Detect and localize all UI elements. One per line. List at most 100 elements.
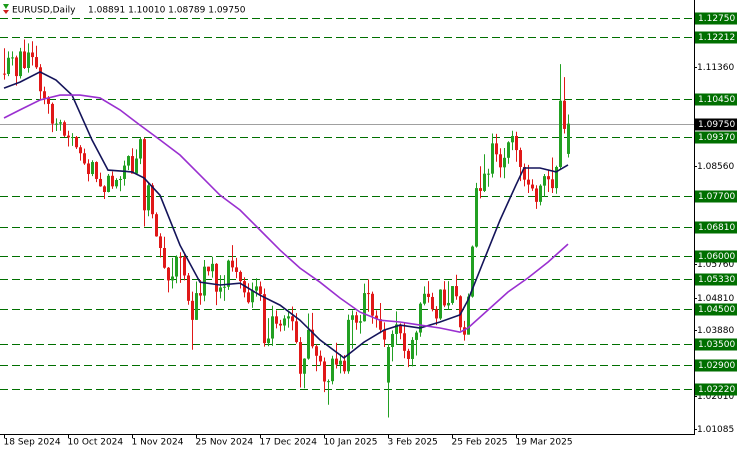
- candle-body: [491, 143, 494, 174]
- y-tick-label: 1.04810: [697, 294, 734, 304]
- candle-body: [307, 329, 310, 359]
- candle-body: [419, 303, 422, 333]
- candle-body: [19, 51, 22, 77]
- candle-body: [67, 135, 70, 138]
- candle-body: [183, 257, 186, 276]
- candle-body: [519, 150, 522, 167]
- candle-body: [423, 293, 426, 304]
- candle-body: [3, 73, 6, 75]
- candle-body: [379, 319, 382, 330]
- moving-average-line: [3, 71, 569, 359]
- candle-body: [531, 184, 534, 189]
- candle-body: [199, 293, 202, 296]
- candle-body: [371, 293, 374, 316]
- candle-body: [439, 289, 442, 319]
- level-label: 1.06810: [698, 223, 735, 233]
- candle-body: [363, 293, 366, 322]
- candle-body: [455, 286, 458, 297]
- level-label-box: [695, 273, 737, 286]
- candle-body: [139, 139, 142, 159]
- candle-body: [11, 57, 14, 59]
- candle-body: [511, 135, 514, 143]
- candle-body: [135, 158, 138, 174]
- candle-body: [35, 57, 38, 68]
- candle-body: [31, 52, 34, 58]
- candle-body: [375, 315, 378, 320]
- candle-body: [343, 360, 346, 372]
- candle-body: [115, 180, 118, 187]
- candle-body: [411, 339, 414, 359]
- ohlc-text: 1.08891 1.10010 1.08789 1.09750: [88, 6, 246, 16]
- levels-layer: [0, 18, 694, 390]
- candle-body: [207, 266, 210, 272]
- candle-body: [71, 137, 74, 139]
- y-tick-label: 1.03880: [697, 326, 734, 336]
- candle-body: [283, 318, 286, 326]
- candle-body: [99, 178, 102, 187]
- x-tick-label: 25 Nov 2024: [196, 438, 254, 448]
- y-tick-label: 1.05760: [697, 260, 734, 270]
- candle-body: [239, 271, 242, 282]
- candle-body: [459, 296, 462, 328]
- candle-body: [431, 296, 434, 310]
- level-label-box: [695, 250, 737, 263]
- candle-body: [407, 350, 410, 359]
- candle-body: [87, 163, 90, 175]
- candle-body: [191, 300, 194, 320]
- candle-body: [163, 248, 166, 268]
- level-label: 1.09370: [698, 133, 735, 143]
- candle-body: [471, 246, 474, 297]
- candle-body: [567, 123, 570, 154]
- level-label: 1.06000: [698, 252, 735, 262]
- candle-body: [367, 293, 370, 295]
- candle-body: [395, 324, 398, 334]
- candle-body: [155, 214, 158, 237]
- candle-body: [83, 153, 86, 164]
- candle-body: [559, 100, 562, 167]
- candle-body: [59, 122, 62, 124]
- candle-body: [539, 185, 542, 202]
- candle-body: [63, 122, 66, 136]
- header-icon: [3, 10, 9, 14]
- candle-body: [467, 296, 470, 335]
- candle-body: [179, 256, 182, 258]
- level-label: 1.05330: [698, 275, 735, 285]
- candle-body: [319, 355, 322, 362]
- candle-body: [151, 185, 154, 215]
- candle-body: [251, 290, 254, 303]
- header: EURUSD,Daily 1.08891 1.10010 1.08789 1.0…: [3, 4, 246, 16]
- candle-body: [259, 286, 262, 295]
- candle-body: [499, 154, 502, 168]
- candle-body: [55, 123, 58, 125]
- level-label-box: [695, 190, 737, 203]
- level-label: 1.07700: [698, 192, 735, 202]
- candle-body: [303, 358, 306, 374]
- candle-body: [227, 260, 230, 287]
- candle-body: [311, 329, 314, 347]
- candle-body: [7, 57, 10, 74]
- candle-body: [295, 321, 298, 343]
- candle-body: [327, 381, 330, 383]
- x-tick-label: 17 Dec 2024: [260, 438, 318, 448]
- candle-body: [475, 188, 478, 247]
- candle-body: [175, 256, 178, 277]
- candle-body: [107, 175, 110, 192]
- y-tick-label: 1.01085: [697, 425, 734, 435]
- candle-body: [315, 346, 318, 356]
- candles-layer: [3, 39, 570, 418]
- x-tick-label: 10 Jan 2025: [324, 438, 378, 448]
- y-tick-label: 1.02010: [697, 392, 734, 402]
- candle-body: [399, 324, 402, 334]
- candle-body: [43, 91, 46, 99]
- candle-body: [351, 315, 354, 320]
- candle-body: [275, 316, 278, 324]
- y-tick-label: 1.11360: [697, 63, 734, 73]
- level-label-box: [695, 359, 737, 372]
- candle-body: [167, 267, 170, 281]
- candle-body: [271, 316, 274, 339]
- candle-body: [235, 267, 238, 272]
- candle-body: [331, 358, 334, 382]
- candle-body: [391, 333, 394, 347]
- candle-body: [515, 135, 518, 151]
- level-label: 1.10450: [698, 95, 735, 105]
